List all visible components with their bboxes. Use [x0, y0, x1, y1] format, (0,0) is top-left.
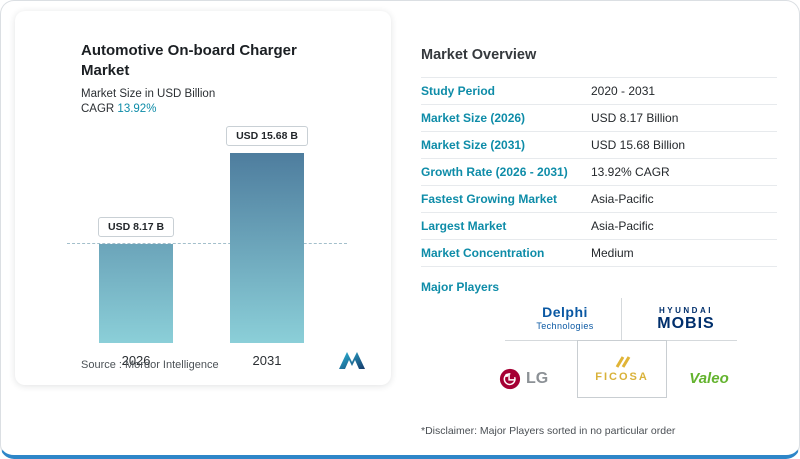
overview-row-value: Asia-Pacific	[591, 192, 654, 206]
ficosa-mark-icon	[615, 355, 631, 368]
chart-card: Automotive On-board Charger Market Marke…	[15, 11, 391, 385]
bar-value-label: USD 8.17 B	[98, 217, 175, 237]
hyundai-mobis-logo: HYUNDAI MOBIS	[633, 306, 739, 333]
bar	[99, 244, 174, 343]
cagr-label: CAGR	[81, 102, 118, 115]
overview-row: Fastest Growing Market Asia-Pacific	[421, 185, 777, 212]
lg-logo-text: LG	[526, 370, 549, 387]
cagr-value: 13.92%	[117, 102, 157, 115]
overview-row: Market Size (2026) USD 8.17 Billion	[421, 104, 777, 131]
overview-row-label: Largest Market	[421, 219, 507, 233]
overview-title: Market Overview	[421, 47, 537, 63]
overview-row-value: 2020 - 2031	[591, 84, 656, 98]
valeo-logo: Valeo	[673, 370, 745, 388]
chart-card-header: Automotive On-board Charger Market Marke…	[15, 11, 391, 115]
hyundai-logo-text: HYUNDAI	[659, 306, 713, 315]
market-overview-panel: Market Overview Study Period 2020 - 2031 M…	[421, 47, 777, 420]
mordor-intelligence-logo-icon	[337, 350, 367, 375]
source-text: Source : Mordor Intelligence	[81, 359, 219, 371]
bar-chart: USD 8.17 B 2026 USD 15.68 B 2031	[15, 123, 391, 369]
overview-row-label: Study Period	[421, 84, 496, 98]
overview-row-label: Market Size (2031)	[421, 138, 526, 152]
overview-row: Market Size (2031) USD 15.68 Billion	[421, 131, 777, 158]
bar-group: USD 15.68 B 2031	[226, 126, 308, 369]
lg-logo: LG	[499, 368, 548, 390]
major-players-diagram: Delphi Technologies HYUNDAI MOBIS FICOSA	[421, 298, 777, 420]
ficosa-logo-text: FICOSA	[595, 370, 649, 383]
disclaimer-text: *Disclaimer: Major Players sorted in no …	[421, 425, 676, 437]
overview-row: Growth Rate (2026 - 2031) 13.92% CAGR	[421, 158, 777, 185]
diagram-vertical-line	[621, 298, 622, 340]
overview-row-value: USD 8.17 Billion	[591, 111, 679, 125]
overview-row-value: 13.92% CAGR	[591, 165, 670, 179]
bar-category-label: 2031	[252, 353, 282, 368]
bar-category-label: 2026	[121, 353, 151, 368]
major-players-label: Major Players	[421, 280, 500, 294]
bar	[230, 153, 305, 343]
chart-subtitle: Market Size in USD Billion	[81, 87, 216, 100]
chart-cagr: CAGR 13.92%	[81, 103, 371, 115]
delphi-logo-text: Delphi	[542, 304, 588, 320]
valeo-logo-text: Valeo	[689, 370, 729, 387]
bar-group: USD 8.17 B 2026	[98, 217, 175, 369]
overview-table: Study Period 2020 - 2031 Market Size (2026…	[421, 77, 777, 267]
overview-row-value: Asia-Pacific	[591, 219, 654, 233]
overview-row: Study Period 2020 - 2031	[421, 77, 777, 104]
chart-title: Automotive On-board Charger Market	[81, 42, 297, 79]
delphi-logo-subtext: Technologies	[536, 321, 594, 331]
mobis-logo-text: MOBIS	[657, 315, 715, 332]
bar-value-label: USD 15.68 B	[226, 126, 308, 146]
overview-row: Largest Market Asia-Pacific	[421, 212, 777, 239]
overview-row: Market Concentration Medium	[421, 239, 777, 266]
lg-face-icon	[499, 368, 521, 390]
overview-row-label: Market Concentration	[421, 246, 545, 260]
overview-row-label: Market Size (2026)	[421, 111, 526, 125]
reference-line	[67, 243, 347, 245]
overview-row-value: USD 15.68 Billion	[591, 138, 686, 152]
overview-row-label: Growth Rate (2026 - 2031)	[421, 165, 568, 179]
overview-row-label: Fastest Growing Market	[421, 192, 558, 206]
overview-row-value: Medium	[591, 246, 634, 260]
bar-groups: USD 8.17 B 2026 USD 15.68 B 2031	[15, 126, 391, 369]
delphi-technologies-logo: Delphi Technologies	[509, 304, 621, 331]
ficosa-logo: FICOSA	[577, 340, 667, 398]
